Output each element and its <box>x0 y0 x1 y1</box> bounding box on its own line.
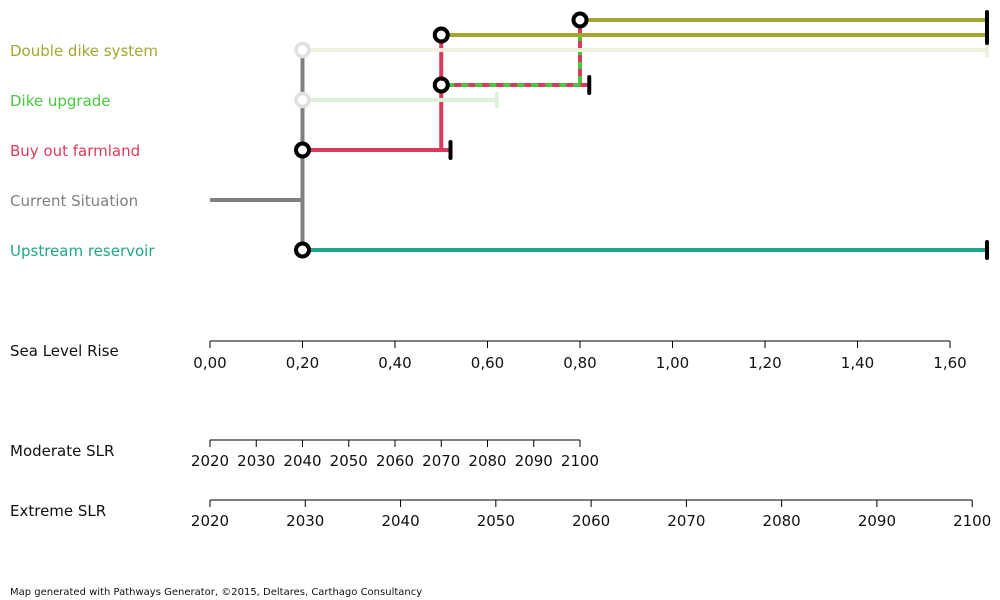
x-axis-title: Sea Level Rise <box>10 342 119 360</box>
scenario-tick-label: 2060 <box>376 452 414 470</box>
transfer-nodes <box>294 11 589 259</box>
x-tick-label: 0,40 <box>378 354 411 372</box>
x-tick-label: 1,60 <box>933 354 966 372</box>
scenario-name: Extreme SLR <box>10 502 106 520</box>
scenario-tick-label: 2080 <box>763 512 801 530</box>
scenario-tick-label: 2070 <box>667 512 705 530</box>
scenario-tick-label: 2020 <box>191 452 229 470</box>
transfer-node-dike-upgrade-0-5 <box>432 76 450 94</box>
scenario-tick-label: 2020 <box>191 512 229 530</box>
x-tick-label: 1,20 <box>748 354 781 372</box>
action-label-upstream-reservoir: Upstream reservoir <box>10 242 155 260</box>
scenario-tick-label: 2060 <box>572 512 610 530</box>
transfer-node-upstream-reservoir-0-2 <box>294 241 311 259</box>
x-tick-label: 1,40 <box>841 354 874 372</box>
scenario-axis-moderate-slr: Moderate SLR 2020 2030 2040 2050 2060 2070 2080… <box>10 439 599 470</box>
scenario-tick-label: 2100 <box>561 452 599 470</box>
footer-credit: Map generated with Pathways Generator, ©… <box>10 587 422 598</box>
pathway-lines <box>210 10 989 260</box>
scenario-tick-label: 2080 <box>468 452 506 470</box>
x-tick-label: 0,20 <box>286 354 319 372</box>
scenario-tick-label: 2100 <box>953 512 991 530</box>
transfer-node-dike-upgrade-0-2 <box>294 91 311 109</box>
scenario-tick-label: 2040 <box>283 452 321 470</box>
x-tick-label: 0,60 <box>471 354 504 372</box>
scenario-tick-label: 2090 <box>858 512 896 530</box>
transfer-node-double-dike-system-0-2 <box>294 41 311 59</box>
action-label-dike-upgrade: Dike upgrade <box>10 92 111 110</box>
x-tick-label: 0,80 <box>563 354 596 372</box>
sea-level-rise-axis: Sea Level Rise 0,00 0,20 0,40 0,60 0,80 1,00 1… <box>10 340 967 372</box>
scenario-axis-extreme-slr: Extreme SLR 2020 2030 2040 2050 2060 2070 2080 2… <box>10 499 991 530</box>
x-tick-label: 0,00 <box>193 354 226 372</box>
scenario-tick-label: 2050 <box>477 512 515 530</box>
scenario-tick-label: 2030 <box>237 452 275 470</box>
scenario-tick-label: 2070 <box>422 452 460 470</box>
transfer-node-buy-out-farmland-0-2 <box>294 141 311 159</box>
action-label-buy-out-farmland: Buy out farmland <box>10 142 140 160</box>
scenario-axes: Moderate SLR 2020 2030 2040 2050 2060 2070 2080… <box>10 439 991 530</box>
action-label-current-situation: Current Situation <box>10 192 138 210</box>
scenario-name: Moderate SLR <box>10 442 114 460</box>
transfer-node-double-dike-system-0-5 <box>432 26 450 44</box>
scenario-tick-label: 2050 <box>330 452 368 470</box>
x-tick-label: 1,00 <box>656 354 689 372</box>
action-label-double-dike-system: Double dike system <box>10 42 158 60</box>
action-labels: Double dike system Dike upgrade Buy out fa… <box>10 42 158 260</box>
scenario-tick-label: 2030 <box>286 512 324 530</box>
scenario-tick-label: 2090 <box>515 452 553 470</box>
scenario-tick-label: 2040 <box>381 512 419 530</box>
transfer-node-double-dike-system-0-8 <box>571 11 589 29</box>
